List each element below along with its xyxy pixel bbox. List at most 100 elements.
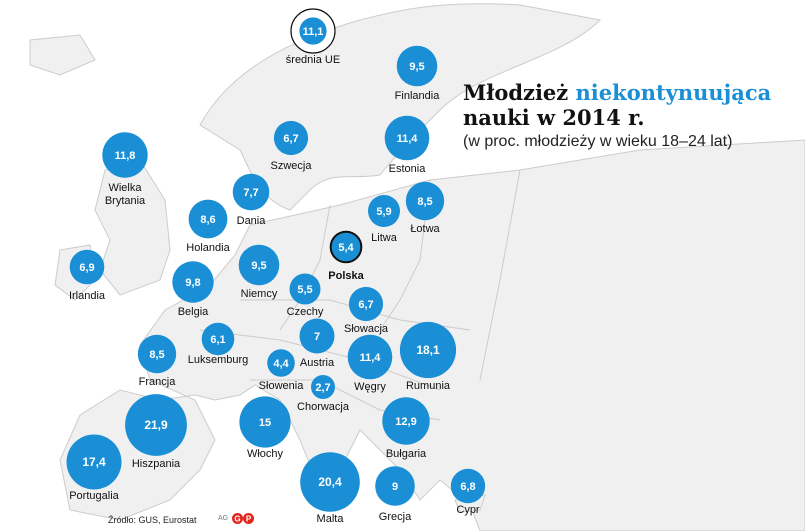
bubble-wielka-brytania — [102, 132, 148, 178]
country-label-portugalia: Portugalia — [69, 490, 119, 502]
value-label-bulgaria: 12,9 — [395, 416, 416, 428]
value-label-estonia: 11,4 — [397, 133, 419, 145]
country-label-francja: Francja — [139, 376, 177, 388]
bubble-litwa — [368, 195, 400, 227]
country-label-chorwacja: Chorwacja — [297, 401, 350, 413]
value-label-lotwa: 8,5 — [417, 196, 432, 208]
svg-text:G: G — [234, 515, 240, 524]
bubble-dania — [232, 173, 270, 211]
land-scandinavia — [199, 3, 602, 211]
value-label-grecja: 9 — [392, 481, 398, 493]
value-label-srednia-ue: 11,1 — [303, 26, 324, 38]
country-label-niemcy: Niemcy — [241, 288, 278, 300]
country-label-cypr: Cypr — [456, 504, 480, 516]
country-label-holandia: Holandia — [186, 242, 230, 254]
bubble-hiszpania — [125, 394, 187, 456]
publisher-logo-icon: G P — [232, 513, 254, 524]
country-label-estonia: Estonia — [389, 163, 427, 175]
value-label-finlandia: 9,5 — [409, 61, 424, 73]
country-label-wielka-brytania: Wielka Brytania — [105, 182, 146, 207]
value-label-austria: 7 — [314, 331, 320, 343]
title-line-2: nauki w 2014 r. — [463, 105, 645, 130]
source-note: Źródło: GUS, Eurostat — [108, 515, 197, 525]
land-iceland — [29, 34, 96, 76]
country-label-wegry: Węgry — [354, 381, 386, 393]
value-label-luksemburg: 6,1 — [210, 334, 225, 346]
value-label-wegry: 11,4 — [360, 352, 382, 364]
value-label-wlochy: 15 — [259, 417, 271, 429]
bubble-niemcy — [238, 244, 280, 286]
country-label-luksemburg: Luksemburg — [188, 354, 249, 366]
bubble-inner-srednia-ue — [299, 17, 327, 45]
title-accent: niekontynuująca — [575, 80, 772, 105]
country-label-lotwa: Łotwa — [410, 223, 440, 235]
bubble-austria — [299, 318, 335, 354]
country-label-dania: Dania — [237, 215, 267, 227]
country-label-malta: Malta — [317, 513, 345, 525]
value-label-dania: 7,7 — [243, 187, 258, 199]
land-britain — [94, 159, 171, 296]
country-label-belgia: Belgia — [178, 306, 209, 318]
title-line-1: Młodzież niekontynuująca — [463, 80, 793, 105]
bubble-portugalia — [66, 434, 122, 490]
bubble-holandia — [188, 199, 228, 239]
value-label-holandia: 8,6 — [200, 214, 215, 226]
bubble-chorwacja — [311, 375, 335, 399]
country-label-grecja: Grecja — [379, 511, 412, 523]
value-label-irlandia: 6,9 — [79, 262, 94, 274]
country-label-szwecja: Szwecja — [271, 160, 313, 172]
value-label-francja: 8,5 — [149, 349, 164, 361]
bubble-malta — [300, 452, 360, 512]
value-label-slowacja: 6,7 — [358, 299, 373, 311]
bubble-grecja — [375, 466, 415, 506]
country-label-slowenia: Słowenia — [259, 380, 305, 392]
title-part1: Młodzież — [463, 80, 569, 105]
bubble-wlochy — [239, 396, 291, 448]
value-label-niemcy: 9,5 — [251, 260, 266, 272]
author-credit: AG — [218, 515, 229, 522]
bubble-slowacja — [348, 286, 384, 322]
bubble-lotwa — [405, 181, 445, 221]
bubble-bulgaria — [382, 397, 430, 445]
bubble-estonia — [384, 115, 430, 161]
country-label-wlochy: Włochy — [247, 448, 284, 460]
bubble-francja — [137, 334, 177, 374]
subtitle: (w proc. młodzieży w wieku 18–24 lat) — [463, 133, 733, 150]
bubble-irlandia — [69, 249, 105, 285]
value-label-wielka-brytania: 11,8 — [115, 150, 136, 162]
bubble-polska — [329, 230, 363, 264]
country-label-rumunia: Rumunia — [406, 380, 451, 392]
country-label-bulgaria: Bułgaria — [386, 448, 427, 460]
bubbles: 11,1 średnia UE 9,5 Finlandia 11,4 Estonia 8,5… — [66, 8, 486, 525]
bubble-luksemburg — [201, 322, 235, 356]
country-label-czechy: Czechy — [287, 306, 324, 318]
value-label-chorwacja: 2,7 — [315, 382, 330, 394]
value-label-portugalia: 17,4 — [82, 455, 106, 469]
bubble-czechy — [289, 273, 321, 305]
value-label-hiszpania: 21,9 — [144, 418, 168, 432]
value-label-szwecja: 6,7 — [283, 133, 298, 145]
bubble-szwecja — [273, 120, 309, 156]
value-label-slowenia: 4,4 — [273, 358, 289, 370]
country-label-irlandia: Irlandia — [69, 290, 106, 302]
svg-text:P: P — [246, 515, 252, 524]
bubble-rumunia — [399, 321, 457, 379]
bubble-belgia — [172, 261, 214, 303]
country-label-finlandia: Finlandia — [395, 90, 441, 102]
value-label-malta: 20,4 — [318, 475, 342, 489]
value-label-cypr: 6,8 — [460, 481, 475, 493]
value-label-rumunia: 18,1 — [416, 343, 440, 357]
country-label-slowacja: Słowacja — [344, 323, 389, 335]
country-label-austria: Austria — [300, 357, 335, 369]
value-label-belgia: 9,8 — [185, 277, 200, 289]
country-label-litwa: Litwa — [371, 232, 398, 244]
bubble-slowenia — [267, 349, 295, 377]
value-label-litwa: 5,9 — [376, 206, 391, 218]
country-label-srednia-ue: średnia UE — [286, 54, 340, 66]
value-label-czechy: 5,5 — [297, 284, 312, 296]
bubble-wegry — [347, 334, 393, 380]
title-block: Młodzież niekontynuująca nauki w 2014 r.… — [463, 80, 793, 151]
country-label-polska: Polska — [328, 270, 364, 282]
